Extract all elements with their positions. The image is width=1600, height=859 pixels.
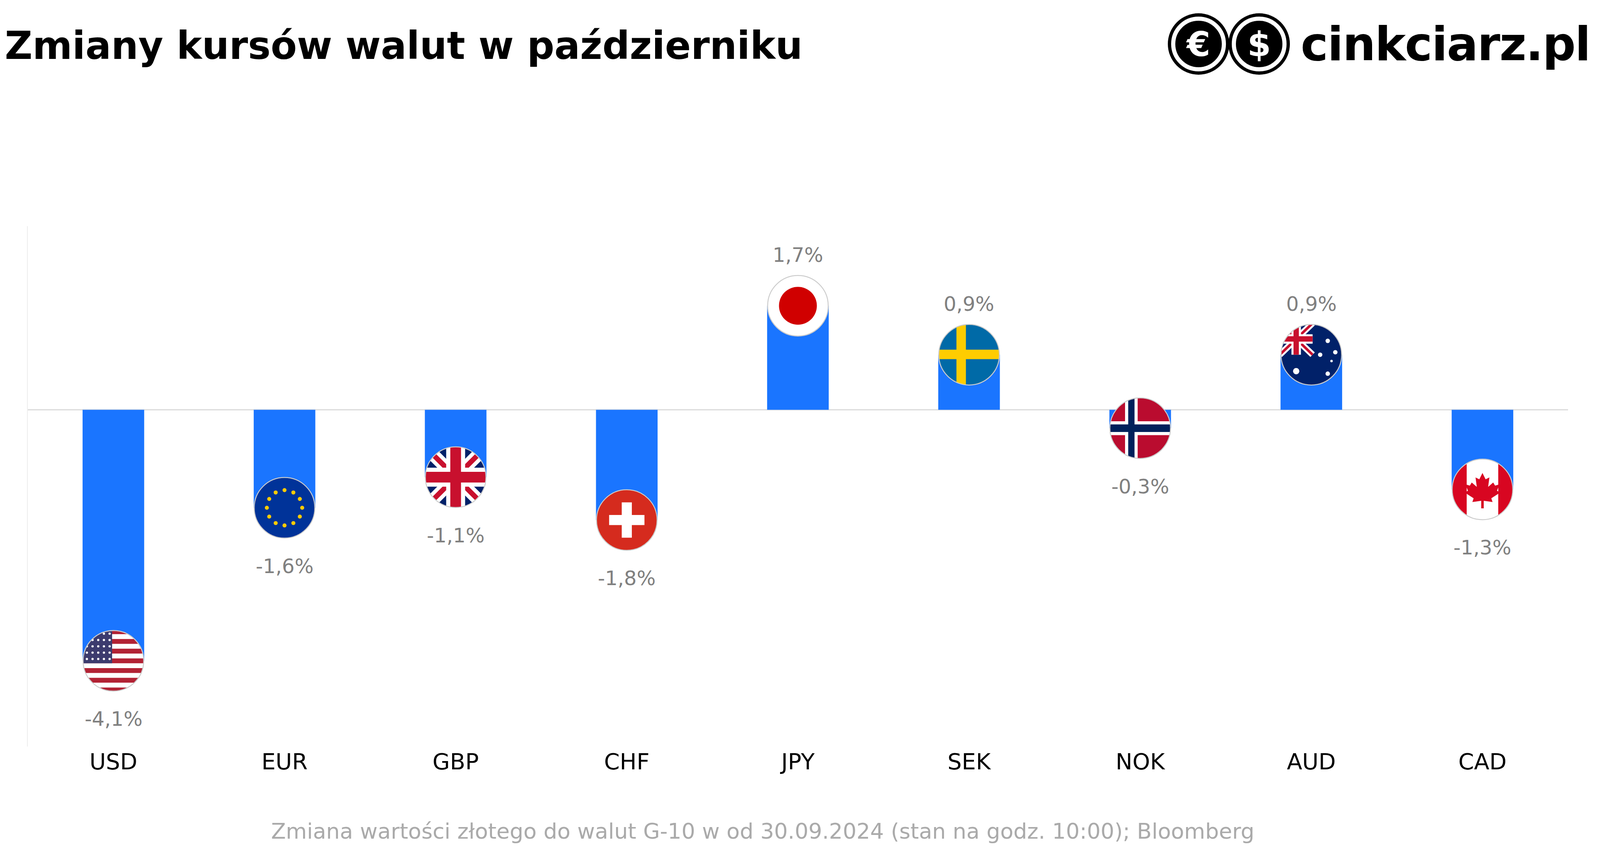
svg-text:CHF: CHF xyxy=(604,748,650,776)
svg-text:AUD: AUD xyxy=(1286,748,1336,776)
svg-text:-0,3%: -0,3% xyxy=(1111,474,1170,499)
html-text:cinkciarz.pl: cinkciarz.pl xyxy=(1300,17,1591,71)
svg-text:-1,6%: -1,6% xyxy=(255,554,314,578)
svg-text:-1,8%: -1,8% xyxy=(597,566,656,590)
svg-text:0,9%: 0,9% xyxy=(1286,292,1337,316)
svg-text:GBP: GBP xyxy=(432,748,479,776)
svg-text:CAD: CAD xyxy=(1458,748,1507,776)
svg-text:-4,1%: -4,1% xyxy=(84,707,143,731)
svg-text:Zmiana wartości złotego do wal: Zmiana wartości złotego do walut G-10 w … xyxy=(271,819,1255,845)
svg-text:JPY: JPY xyxy=(780,748,815,776)
svg-text:1,7%: 1,7% xyxy=(772,243,824,267)
svg-text:-1,3%: -1,3% xyxy=(1453,535,1512,560)
svg-text:USD: USD xyxy=(89,748,138,776)
svg-text:Zmiany kursów walut w paździer: Zmiany kursów walut w październiku xyxy=(4,23,803,69)
svg-text:NOK: NOK xyxy=(1115,748,1166,776)
svg-text:EUR: EUR xyxy=(261,748,308,776)
svg-text:-1,1%: -1,1% xyxy=(426,523,485,548)
svg-text:0,9%: 0,9% xyxy=(943,292,995,316)
svg-text:SEK: SEK xyxy=(947,748,991,776)
